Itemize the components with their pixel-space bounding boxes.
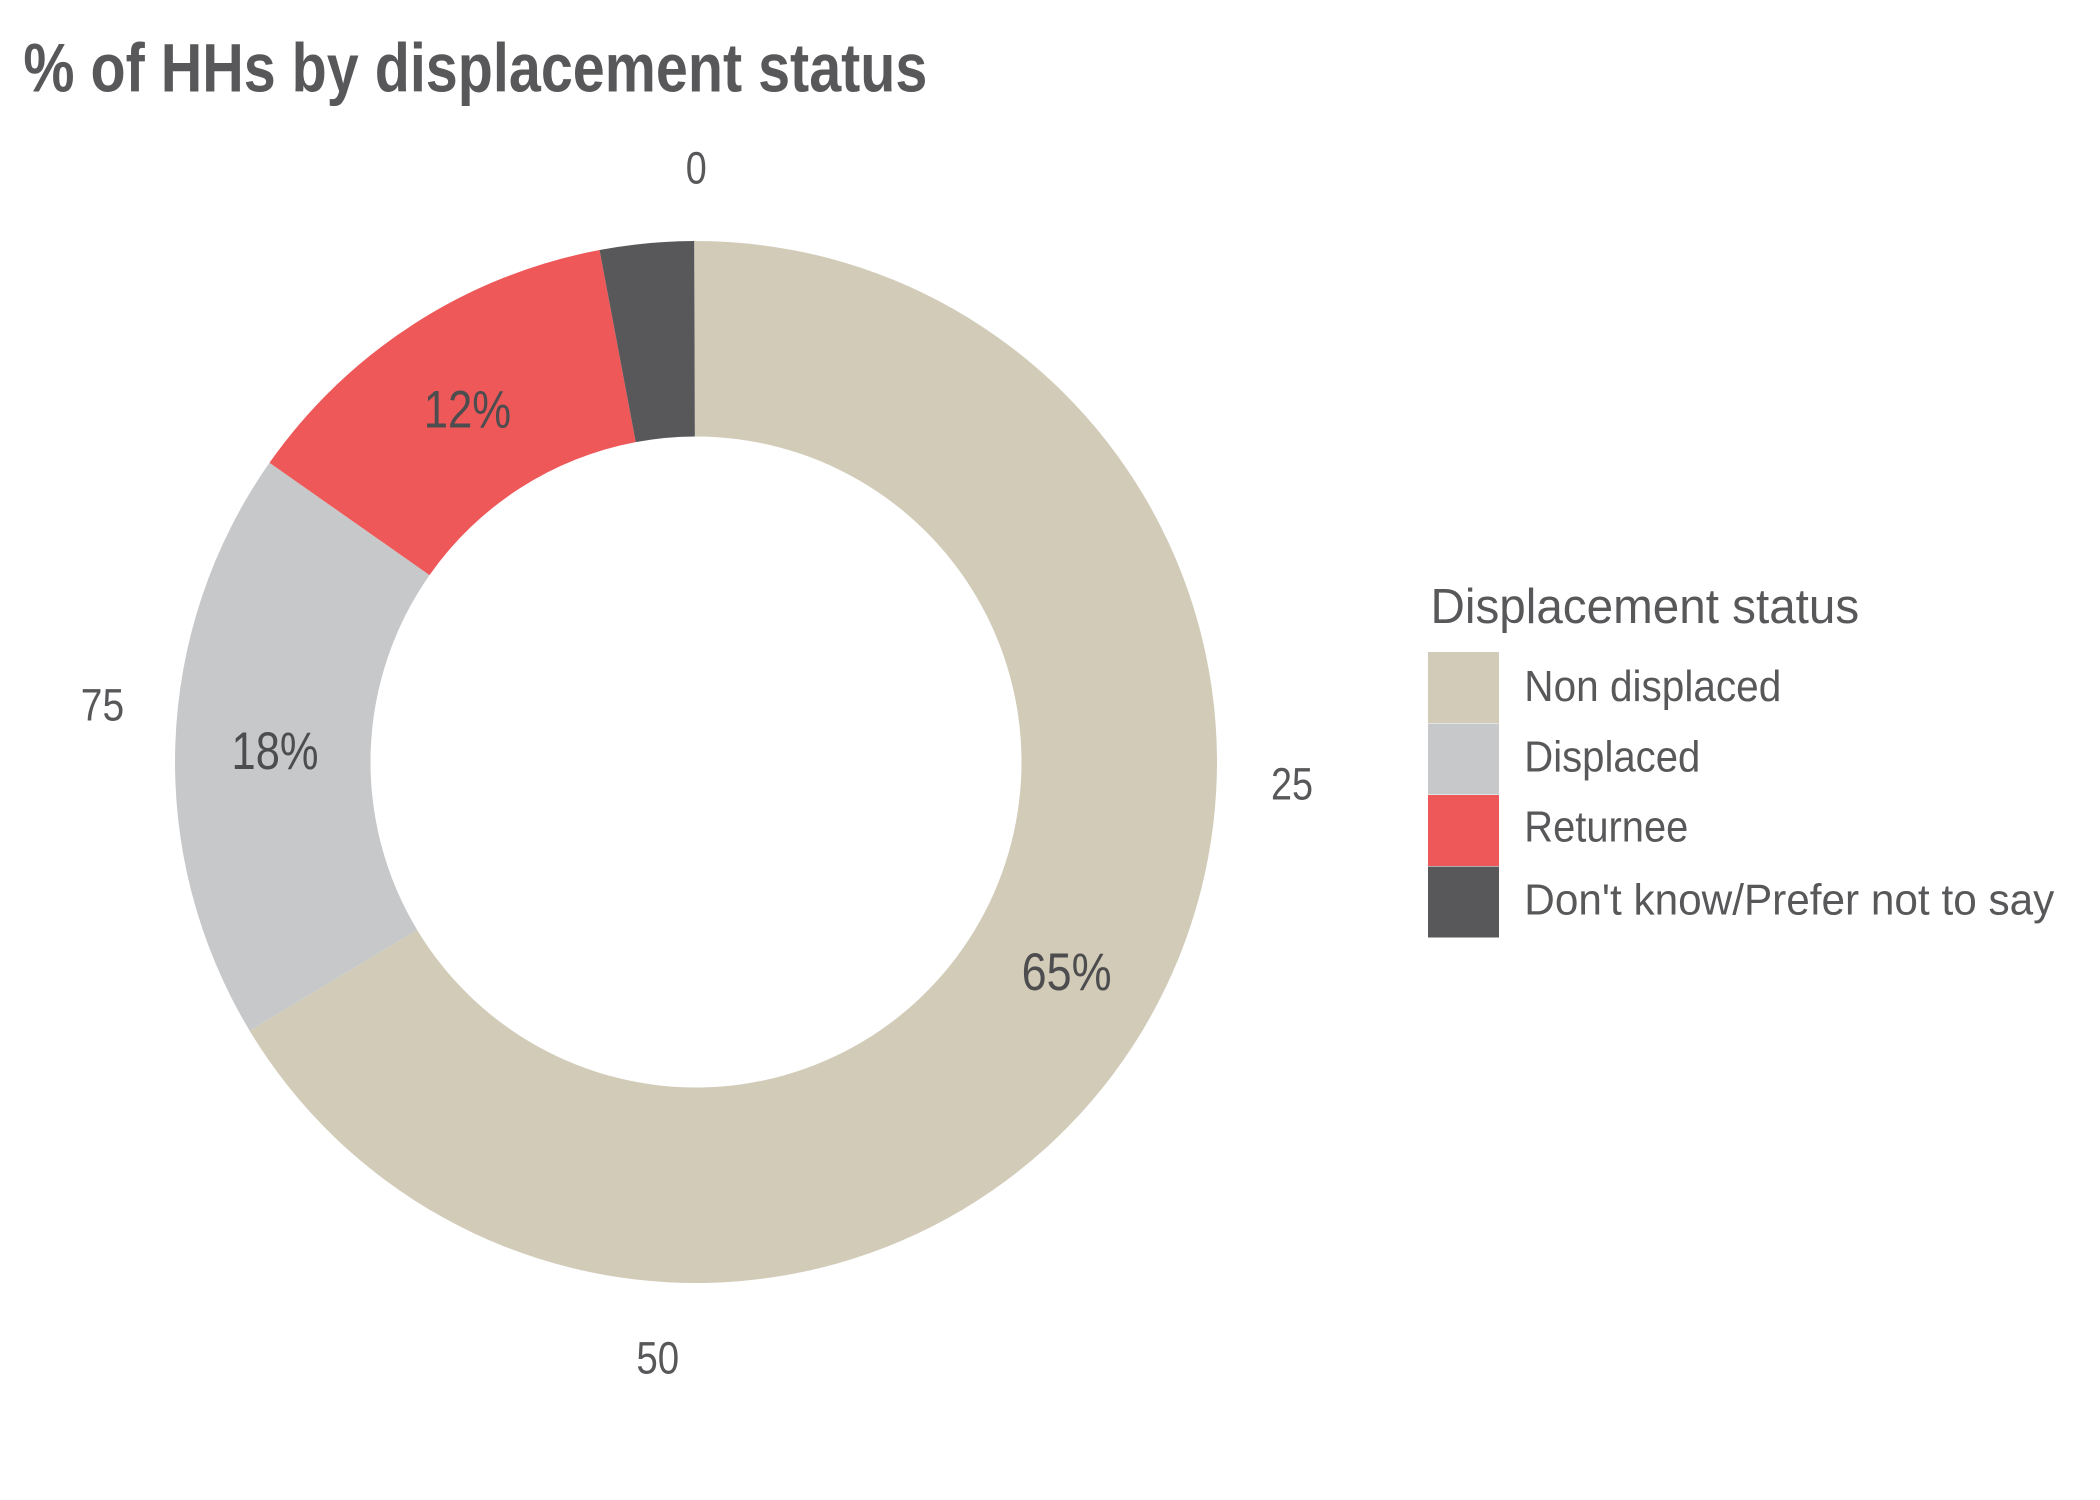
svg-text:75: 75	[81, 680, 124, 731]
svg-text:Non displaced: Non displaced	[1524, 662, 1781, 711]
svg-text:50: 50	[636, 1332, 679, 1383]
svg-text:18%: 18%	[232, 722, 319, 781]
svg-text:Displacement status: Displacement status	[1431, 580, 1860, 634]
svg-text:Returnee: Returnee	[1524, 803, 1688, 852]
svg-text:12%: 12%	[424, 381, 511, 440]
svg-text:0: 0	[686, 142, 707, 193]
svg-text:65%: 65%	[1022, 943, 1112, 1002]
svg-text:Don't know/Prefer not to say: Don't know/Prefer not to say	[1524, 875, 2054, 924]
svg-text:25: 25	[1271, 758, 1313, 809]
svg-text:% of HHs by displacement statu: % of HHs by displacement status	[23, 29, 927, 106]
svg-text:Displaced: Displaced	[1524, 732, 1700, 781]
